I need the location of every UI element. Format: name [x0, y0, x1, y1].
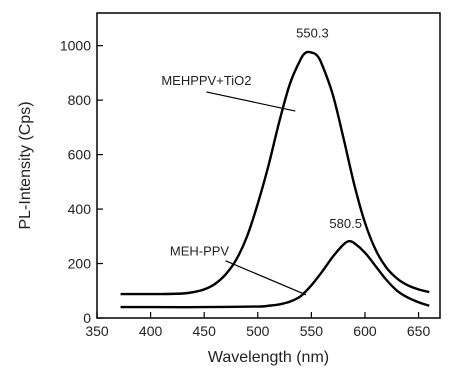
pointer-line-meh-ppv	[225, 260, 307, 296]
series-line-mehppv-tio2	[120, 50, 430, 296]
x-axis-title: Wavelength (nm)	[208, 349, 329, 366]
plot-frame	[96, 12, 441, 319]
x-tick-label: 550	[300, 323, 324, 339]
y-tick-label: 400	[68, 201, 92, 217]
annotations: 550.3 580.5 MEHPPV+TiO2 MEH-PPV	[161, 26, 362, 296]
x-tick-label: 450	[193, 323, 217, 339]
y-tick-label: 600	[68, 147, 92, 163]
series-label-meh-ppv: MEH-PPV	[170, 243, 230, 258]
series-line-meh-ppv	[120, 239, 430, 309]
y-tick-label: 1000	[60, 38, 91, 54]
y-tick-label: 800	[68, 92, 92, 108]
plot-frame-rect	[96, 12, 441, 319]
y-axis-ticks: 0 200 400 600 800 1000	[60, 38, 103, 326]
x-tick-label: 500	[246, 323, 270, 339]
peak-label-580: 580.5	[329, 216, 362, 231]
y-tick-label: 0	[83, 310, 91, 326]
x-tick-label: 400	[139, 323, 163, 339]
x-tick-label: 600	[353, 323, 377, 339]
peak-label-550: 550.3	[296, 26, 329, 41]
y-tick-label: 200	[68, 256, 92, 272]
pointer-line-mehppv-tio2	[206, 91, 296, 112]
y-axis-title: PL-Intensity (Cps)	[17, 101, 34, 229]
x-tick-label: 350	[85, 323, 109, 339]
series-label-mehppv-tio2: MEHPPV+TiO2	[161, 73, 251, 88]
series-lines	[120, 50, 430, 309]
x-axis-ticks: 350 400 450 500 550 600 650	[85, 312, 430, 339]
x-tick-label: 650	[407, 323, 431, 339]
